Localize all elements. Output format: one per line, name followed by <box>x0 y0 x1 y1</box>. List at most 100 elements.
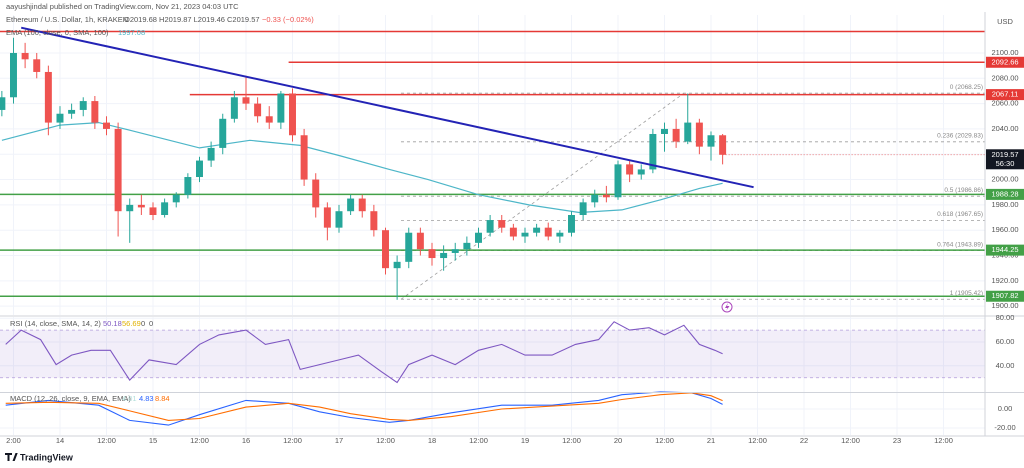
author-line: aayushjindal published on TradingView.co… <box>6 2 239 11</box>
candle-body <box>544 227 552 237</box>
candle-body <box>614 164 622 198</box>
candle-body <box>707 135 715 147</box>
candle-body <box>21 52 29 60</box>
y-tick-label: 80.00 <box>996 313 1015 322</box>
candle-body <box>114 128 122 212</box>
x-tick-label: 2:00 <box>6 436 21 445</box>
candle-body <box>661 128 668 134</box>
candle-body <box>0 97 6 110</box>
candle-body <box>265 116 273 123</box>
x-tick-label: 12:00 <box>97 436 116 445</box>
candle-body <box>289 93 296 136</box>
x-tick-label: 12:00 <box>469 436 488 445</box>
candle-body <box>637 169 645 175</box>
candle-body <box>335 211 343 228</box>
fib-label: 1 (1905.42) <box>950 290 983 297</box>
x-tick-label: 12:00 <box>934 436 953 445</box>
rsi-value: 0 <box>141 319 145 328</box>
candle-body <box>358 198 366 212</box>
y-unit: USD <box>997 17 1013 26</box>
y-tick-label: 2080.00 <box>991 73 1018 82</box>
x-tick-label: 12:00 <box>748 436 767 445</box>
candle-body <box>33 59 41 72</box>
x-tick-label: 14 <box>56 436 64 445</box>
candle-body <box>440 252 448 259</box>
candle-body <box>393 261 401 269</box>
price-label-box <box>986 56 1024 68</box>
rsi-label: RSI (14, close, SMA, 14, 2) <box>10 319 101 328</box>
x-tick-label: 21 <box>707 436 715 445</box>
candle-body <box>254 103 262 117</box>
macd-label: MACD (12, 26, close, 9, EMA, EMA) <box>10 394 131 403</box>
candle-body <box>684 122 692 142</box>
rsi-value: 50.18 <box>103 319 122 328</box>
x-tick-label: 12:00 <box>376 436 395 445</box>
candle-body <box>509 227 517 237</box>
brand-name: TradingView <box>20 452 74 462</box>
candle-body <box>533 227 541 233</box>
candle-body <box>79 101 87 110</box>
candle-body <box>219 118 227 148</box>
fib-label: 0 (2068.25) <box>950 84 983 91</box>
change: −0.33 (−0.02%) <box>262 15 314 24</box>
y-tick-label: 2040.00 <box>991 124 1018 133</box>
candle-body <box>91 101 99 123</box>
candle-body <box>242 97 250 104</box>
indicator-line <box>5 321 723 384</box>
candle-body <box>172 194 180 203</box>
price-label: 1907.82 <box>991 291 1018 300</box>
y-tick-label: 1960.00 <box>991 225 1018 234</box>
last-price-label: 2019.57 <box>991 150 1018 159</box>
candle-body <box>463 242 471 250</box>
event-bolt <box>725 303 730 311</box>
x-tick-label: 19 <box>521 436 529 445</box>
candle-body <box>347 198 355 212</box>
y-tick-label: 1920.00 <box>991 276 1018 285</box>
fib-label: 0.618 (1967.65) <box>937 211 983 218</box>
y-tick-label: 2000.00 <box>991 175 1018 184</box>
fib-label: 0.764 (1943.89) <box>937 241 983 248</box>
candle-body <box>405 232 413 262</box>
candle-body <box>719 135 727 155</box>
fib-label: 0.5 (1986.86) <box>944 187 983 194</box>
last-price-box <box>986 149 1024 170</box>
candle-body <box>9 52 17 98</box>
candle-body <box>68 109 76 114</box>
y-tick-label: 1980.00 <box>991 200 1018 209</box>
candle-body <box>428 249 436 259</box>
price-label-box <box>986 244 1024 256</box>
y-tick-label: -20.00 <box>994 423 1015 432</box>
candle-body <box>602 194 610 198</box>
ema-line <box>1 121 723 214</box>
y-tick-label: 60.00 <box>996 337 1015 346</box>
candle-body <box>323 207 331 228</box>
y-tick-label: 0.00 <box>998 404 1013 413</box>
event-icon[interactable] <box>721 301 733 313</box>
candle-body <box>382 230 389 269</box>
candle-body <box>184 177 192 195</box>
candle-body <box>579 202 587 215</box>
y-tick-label: 2060.00 <box>991 99 1018 108</box>
brand[interactable]: TradingView <box>5 452 74 462</box>
signal-value: 8.84 <box>155 394 170 403</box>
price-label: 2067.11 <box>992 90 1019 99</box>
candle-body <box>126 204 134 212</box>
candle-body <box>521 232 529 237</box>
x-tick-label: 12:00 <box>562 436 581 445</box>
y-tick-label: 2100.00 <box>991 48 1018 57</box>
fib-label: 0.236 (2029.83) <box>937 133 983 140</box>
x-tick-label: 12:00 <box>190 436 209 445</box>
x-tick-label: 15 <box>149 436 157 445</box>
candle-body <box>56 113 64 123</box>
candle-body <box>475 232 482 243</box>
candle-body <box>556 232 564 237</box>
candle-body <box>161 202 169 215</box>
candle-body <box>672 128 680 142</box>
rsi-value: 0 <box>149 319 153 328</box>
x-tick-label: 23 <box>893 436 901 445</box>
ema-value: 1997.08 <box>118 28 145 37</box>
x-tick-label: 22 <box>800 436 808 445</box>
macd-hist-value: 4.01 <box>122 394 137 403</box>
candle-body <box>498 220 506 228</box>
